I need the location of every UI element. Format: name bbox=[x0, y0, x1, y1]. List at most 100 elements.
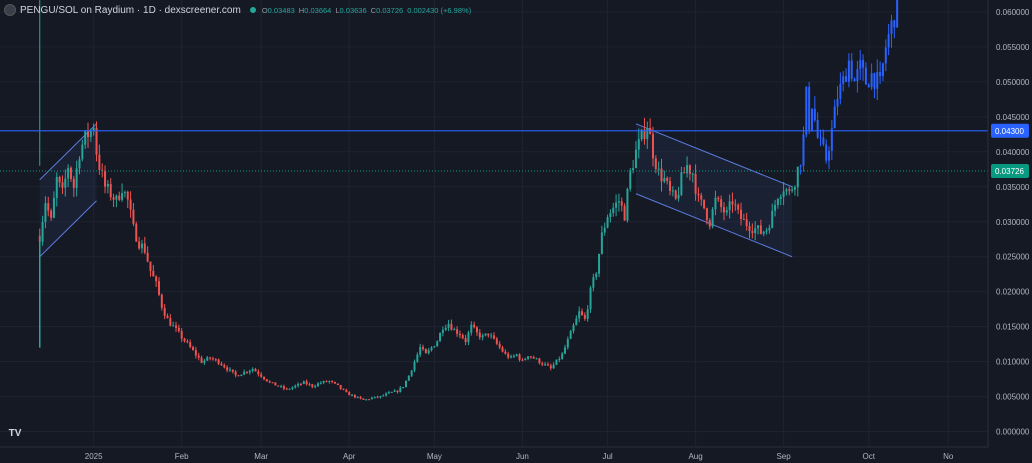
candle-body bbox=[893, 20, 896, 28]
candle-body bbox=[612, 207, 615, 213]
candle-body bbox=[316, 383, 319, 387]
candle-body bbox=[345, 389, 348, 393]
candle-body bbox=[862, 60, 865, 68]
y-tick-label: 0.015000 bbox=[996, 323, 1030, 332]
x-tick-label: Feb bbox=[175, 452, 189, 461]
candle-body bbox=[299, 383, 302, 385]
candle-body bbox=[387, 392, 390, 394]
candle-body bbox=[830, 128, 833, 151]
candle-body bbox=[260, 374, 263, 377]
channel-line-1 bbox=[39, 200, 97, 258]
candle-body bbox=[385, 393, 388, 396]
y-tick-label: 0.000000 bbox=[996, 428, 1030, 437]
candle-body bbox=[842, 76, 845, 84]
candle-body bbox=[694, 173, 697, 194]
candle-body bbox=[186, 341, 189, 343]
candle-body bbox=[751, 231, 754, 233]
candle-body bbox=[291, 387, 294, 389]
candle-body bbox=[64, 178, 67, 188]
candle-body bbox=[629, 170, 632, 189]
x-tick-label: Sep bbox=[776, 452, 791, 461]
candle-body bbox=[447, 323, 450, 328]
close-label: C bbox=[370, 5, 377, 15]
candle-body bbox=[444, 327, 447, 330]
candle-body bbox=[223, 365, 226, 368]
candle-body bbox=[328, 380, 331, 382]
candle-body bbox=[544, 364, 547, 366]
chart-title: PENGU/SOL on Raydium · 1D · dexscreener.… bbox=[20, 4, 241, 16]
candle-body bbox=[663, 177, 666, 182]
candle-body bbox=[637, 139, 640, 150]
candle-body bbox=[206, 357, 209, 361]
candle-body bbox=[106, 183, 109, 187]
candle-body bbox=[708, 220, 711, 227]
high-value: 0.03664 bbox=[304, 5, 332, 15]
candle-body bbox=[302, 381, 305, 384]
candle-body bbox=[325, 381, 328, 383]
candle-body bbox=[248, 370, 251, 373]
candle-body bbox=[651, 134, 654, 159]
candle-body bbox=[532, 356, 535, 359]
candle-body bbox=[740, 209, 742, 219]
candle-body bbox=[524, 358, 527, 361]
candle-body bbox=[884, 47, 887, 64]
candle-body bbox=[430, 347, 433, 351]
y-tick-label: 0.040000 bbox=[996, 148, 1030, 157]
candle-body bbox=[583, 314, 586, 319]
candle-body bbox=[353, 394, 356, 398]
candle-body bbox=[282, 386, 285, 389]
candle-body bbox=[771, 210, 774, 228]
candle-body bbox=[87, 130, 90, 138]
last-price-label: 0.03726 bbox=[995, 167, 1024, 176]
candle-body bbox=[135, 223, 138, 242]
candle-body bbox=[856, 69, 859, 82]
candle-body bbox=[572, 325, 575, 332]
ohlc-values: O0.03483 H0.03664 L0.03636 C0.03726 0.00… bbox=[262, 6, 471, 15]
candle-body bbox=[867, 84, 870, 88]
candle-body bbox=[351, 394, 354, 396]
candle-body bbox=[390, 391, 393, 393]
candle-body bbox=[759, 225, 762, 234]
candle-body bbox=[413, 361, 416, 371]
candle-body bbox=[203, 360, 206, 363]
candle-body bbox=[197, 355, 200, 358]
candle-body bbox=[876, 72, 879, 89]
candle-body bbox=[75, 168, 78, 188]
candle-body bbox=[265, 379, 268, 382]
candle-body bbox=[209, 357, 212, 359]
candle-body bbox=[859, 60, 862, 70]
candle-body bbox=[688, 165, 691, 174]
y-tick-label: 0.030000 bbox=[996, 218, 1030, 227]
candle-body bbox=[512, 355, 515, 357]
candle-body bbox=[464, 338, 467, 343]
candle-body bbox=[810, 108, 813, 130]
candle-body bbox=[396, 390, 399, 393]
candle-body bbox=[373, 396, 376, 398]
candle-body bbox=[569, 331, 572, 339]
candle-body bbox=[61, 182, 64, 188]
candle-body bbox=[439, 332, 442, 342]
candle-body bbox=[657, 168, 660, 170]
candle-body bbox=[725, 210, 728, 213]
candle-body bbox=[370, 397, 373, 400]
candle-body bbox=[566, 338, 569, 348]
candle-body bbox=[382, 395, 385, 397]
candle-body bbox=[69, 167, 72, 179]
candle-body bbox=[853, 78, 856, 82]
candle-body bbox=[297, 383, 300, 386]
candle-body bbox=[745, 219, 748, 227]
overlays bbox=[0, 130, 988, 172]
candle-body bbox=[211, 358, 214, 360]
candle-body bbox=[95, 127, 98, 155]
candle-body bbox=[802, 134, 805, 166]
candle-body bbox=[311, 384, 314, 387]
candle-body bbox=[487, 333, 490, 336]
candle-body bbox=[118, 195, 121, 200]
candle-body bbox=[606, 217, 609, 228]
candle-body bbox=[308, 384, 311, 386]
channel-fill-2 bbox=[635, 123, 793, 257]
candle-body bbox=[805, 86, 808, 135]
candle-body bbox=[234, 371, 237, 376]
tradingview-logo-icon[interactable]: TV bbox=[8, 427, 22, 439]
